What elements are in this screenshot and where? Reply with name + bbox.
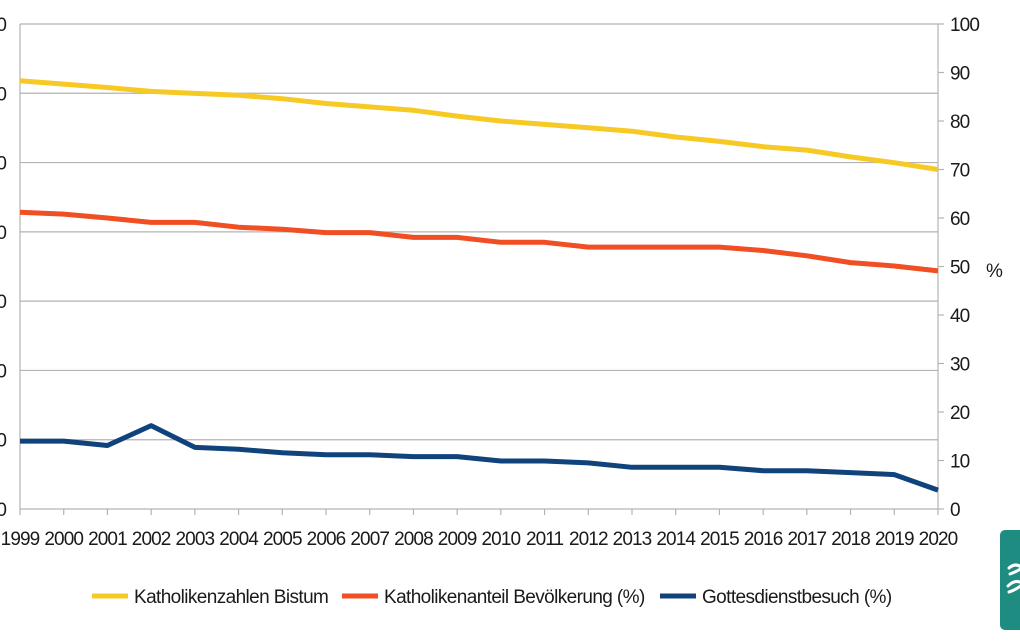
legend: Katholikenzahlen Bistum Katholikenanteil … bbox=[92, 587, 892, 608]
x-axis-tick-label: 2019 bbox=[875, 529, 914, 550]
left-axis-tick-label: 0 bbox=[0, 154, 6, 175]
x-axis-tick-label: 2000 bbox=[44, 529, 83, 550]
series-lines bbox=[19, 78, 939, 493]
grid-lines bbox=[19, 23, 939, 510]
x-axis-tick-label: 2013 bbox=[613, 529, 652, 550]
x-axis-tick-label: 2015 bbox=[700, 529, 739, 550]
left-axis-tick-label: 0 bbox=[0, 361, 6, 382]
x-axis-tick-label: 2002 bbox=[132, 529, 171, 550]
x-axis-tick-label: 2012 bbox=[569, 529, 608, 550]
left-axis-tick-label: 0 bbox=[0, 431, 6, 452]
x-axis-tick-label: 2018 bbox=[831, 529, 870, 550]
x-axis-tick-label: 2016 bbox=[744, 529, 783, 550]
x-axis-tick-label: 2014 bbox=[656, 529, 696, 550]
left-axis-tick-label: 0 bbox=[0, 223, 6, 244]
x-axis-tick-label: 2005 bbox=[263, 529, 302, 550]
legend-label: Katholikenanteil Bevölkerung (%) bbox=[384, 587, 645, 608]
x-axis-tick-label: 2007 bbox=[350, 529, 389, 550]
right-axis-tick-label: 20 bbox=[950, 403, 970, 424]
right-axis-tick-label: 70 bbox=[950, 161, 970, 182]
series-line-1 bbox=[19, 78, 939, 172]
right-axis-tick-label: 100 bbox=[950, 15, 979, 36]
x-axis-tick-label: 2006 bbox=[307, 529, 346, 550]
x-axis-tick-label: 1999 bbox=[1, 529, 40, 550]
series-line-3 bbox=[20, 423, 939, 493]
right-axis-label: % bbox=[986, 261, 1003, 282]
left-axis-tick-label: 0 bbox=[0, 500, 6, 521]
right-axis-tick-label: 40 bbox=[950, 306, 970, 327]
right-axis-tick-label: 80 bbox=[950, 112, 970, 133]
x-axis: 1999 2000 2001 2002 2003 2004 2005 2006 2007 2008… bbox=[1, 509, 959, 550]
right-axis-tick-label: 90 bbox=[950, 64, 970, 85]
brand-logo bbox=[1000, 530, 1020, 630]
x-axis-tick-label: 2010 bbox=[482, 529, 521, 550]
series-line-2 bbox=[19, 209, 939, 274]
x-axis-tick-label: 2009 bbox=[438, 529, 477, 550]
x-axis-tick-label: 2020 bbox=[919, 529, 958, 550]
right-axis-tick-label: 10 bbox=[950, 452, 970, 473]
x-axis-tick-label: 2008 bbox=[394, 529, 433, 550]
legend-label: Katholikenzahlen Bistum bbox=[134, 587, 328, 608]
left-axis-tick-label: 0 bbox=[0, 84, 6, 105]
legend-label: Gottesdienstbesuch (%) bbox=[702, 587, 892, 608]
right-axis-tick-label: 0 bbox=[950, 500, 960, 521]
x-axis-tick-label: 2001 bbox=[88, 529, 127, 550]
right-axis-tick-label: 50 bbox=[950, 258, 970, 279]
logo-mark-icon bbox=[1006, 563, 1020, 594]
left-axis-tick-label: 0 bbox=[0, 15, 6, 36]
x-axis-tick-label: 2011 bbox=[526, 529, 564, 550]
right-axis-tick-label: 60 bbox=[950, 209, 970, 230]
x-axis-tick-label: 2003 bbox=[176, 529, 215, 550]
right-axis-tick-label: 30 bbox=[950, 355, 970, 376]
left-axis: 0 0 0 0 0 0 0 0 bbox=[0, 15, 7, 521]
x-axis-tick-label: 2004 bbox=[219, 529, 259, 550]
x-axis-tick-label: 2017 bbox=[788, 529, 827, 550]
right-axis: 0 10 20 30 40 50 60 70 80 90 100 bbox=[938, 15, 980, 521]
left-axis-tick-label: 0 bbox=[0, 292, 6, 313]
